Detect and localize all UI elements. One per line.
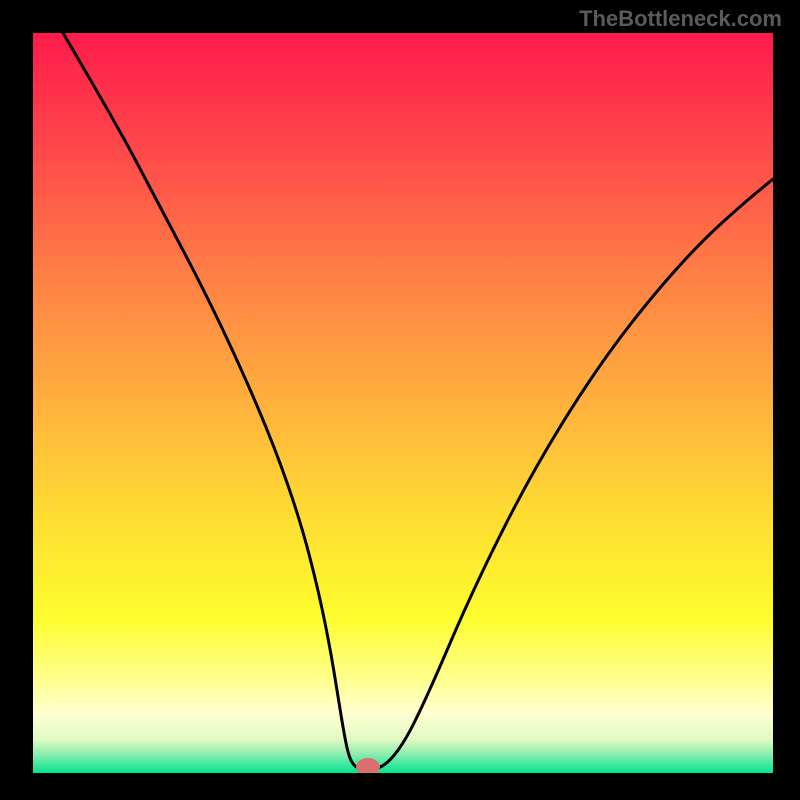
watermark-text: TheBottleneck.com [579,6,782,32]
chart-area [33,33,773,773]
optimal-point-marker [356,758,380,773]
bottleneck-curve [33,33,773,773]
